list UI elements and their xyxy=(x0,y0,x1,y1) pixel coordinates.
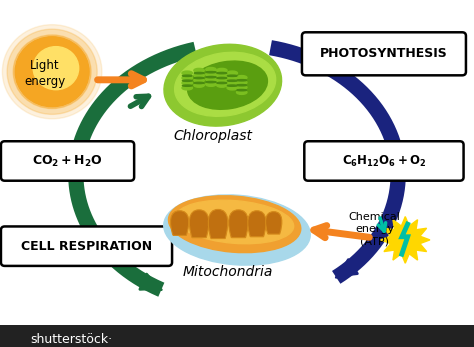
FancyBboxPatch shape xyxy=(302,32,466,75)
PathPatch shape xyxy=(248,211,266,237)
Ellipse shape xyxy=(228,75,237,76)
Ellipse shape xyxy=(194,83,204,87)
Ellipse shape xyxy=(206,71,216,73)
Ellipse shape xyxy=(182,86,192,90)
PathPatch shape xyxy=(228,210,248,238)
Text: shutterstöck·: shutterstöck· xyxy=(30,333,112,346)
Text: Mitochondria: Mitochondria xyxy=(182,264,273,279)
Ellipse shape xyxy=(182,75,192,76)
Text: Chemical
energy
(ATP): Chemical energy (ATP) xyxy=(348,212,401,246)
Ellipse shape xyxy=(168,196,301,253)
Ellipse shape xyxy=(228,80,237,82)
PathPatch shape xyxy=(265,212,282,234)
Circle shape xyxy=(7,29,97,115)
PathPatch shape xyxy=(189,210,209,238)
Ellipse shape xyxy=(217,78,227,82)
Ellipse shape xyxy=(194,78,204,82)
Ellipse shape xyxy=(237,76,247,79)
Ellipse shape xyxy=(174,52,276,116)
Text: Chloroplast: Chloroplast xyxy=(174,129,253,143)
Ellipse shape xyxy=(164,195,310,265)
Ellipse shape xyxy=(194,68,204,73)
Ellipse shape xyxy=(237,85,247,90)
Ellipse shape xyxy=(194,73,204,77)
Ellipse shape xyxy=(217,77,227,79)
Ellipse shape xyxy=(182,85,192,86)
Ellipse shape xyxy=(188,61,267,109)
Ellipse shape xyxy=(206,82,216,86)
Ellipse shape xyxy=(217,73,227,77)
Ellipse shape xyxy=(206,77,216,82)
Text: $\mathregular{CO_2 + H_2O}$: $\mathregular{CO_2 + H_2O}$ xyxy=(32,153,103,169)
Ellipse shape xyxy=(217,83,227,87)
Ellipse shape xyxy=(194,73,204,74)
Ellipse shape xyxy=(217,73,227,74)
Text: $\mathregular{C_6H_{12}O_6 + O_2}$: $\mathregular{C_6H_{12}O_6 + O_2}$ xyxy=(342,153,426,169)
Text: CELL RESPIRATION: CELL RESPIRATION xyxy=(21,240,152,253)
Ellipse shape xyxy=(237,85,246,86)
Ellipse shape xyxy=(182,81,192,85)
Ellipse shape xyxy=(227,81,237,85)
PathPatch shape xyxy=(171,211,189,235)
Ellipse shape xyxy=(182,71,192,75)
Ellipse shape xyxy=(217,82,227,84)
FancyBboxPatch shape xyxy=(1,227,172,266)
Text: PHOTOSYNTHESIS: PHOTOSYNTHESIS xyxy=(320,47,448,60)
Ellipse shape xyxy=(237,90,247,94)
FancyBboxPatch shape xyxy=(304,141,464,181)
Ellipse shape xyxy=(237,79,246,81)
Ellipse shape xyxy=(206,73,216,76)
Ellipse shape xyxy=(237,90,246,91)
Ellipse shape xyxy=(206,76,216,78)
Ellipse shape xyxy=(227,71,237,75)
Circle shape xyxy=(2,25,102,119)
FancyBboxPatch shape xyxy=(1,141,134,181)
Ellipse shape xyxy=(206,82,216,83)
Ellipse shape xyxy=(206,67,216,71)
Circle shape xyxy=(15,37,89,107)
Ellipse shape xyxy=(182,76,192,80)
Ellipse shape xyxy=(237,81,247,85)
Circle shape xyxy=(33,46,79,90)
Polygon shape xyxy=(381,217,430,263)
Ellipse shape xyxy=(227,86,237,90)
Circle shape xyxy=(13,35,91,109)
PathPatch shape xyxy=(208,209,228,238)
Ellipse shape xyxy=(164,44,282,126)
Ellipse shape xyxy=(227,76,237,80)
Ellipse shape xyxy=(182,80,192,82)
Ellipse shape xyxy=(228,85,237,86)
Ellipse shape xyxy=(194,77,204,79)
Ellipse shape xyxy=(217,68,227,73)
Text: Light
energy: Light energy xyxy=(24,59,66,88)
Ellipse shape xyxy=(175,200,294,244)
FancyBboxPatch shape xyxy=(0,325,474,347)
Ellipse shape xyxy=(194,82,204,84)
